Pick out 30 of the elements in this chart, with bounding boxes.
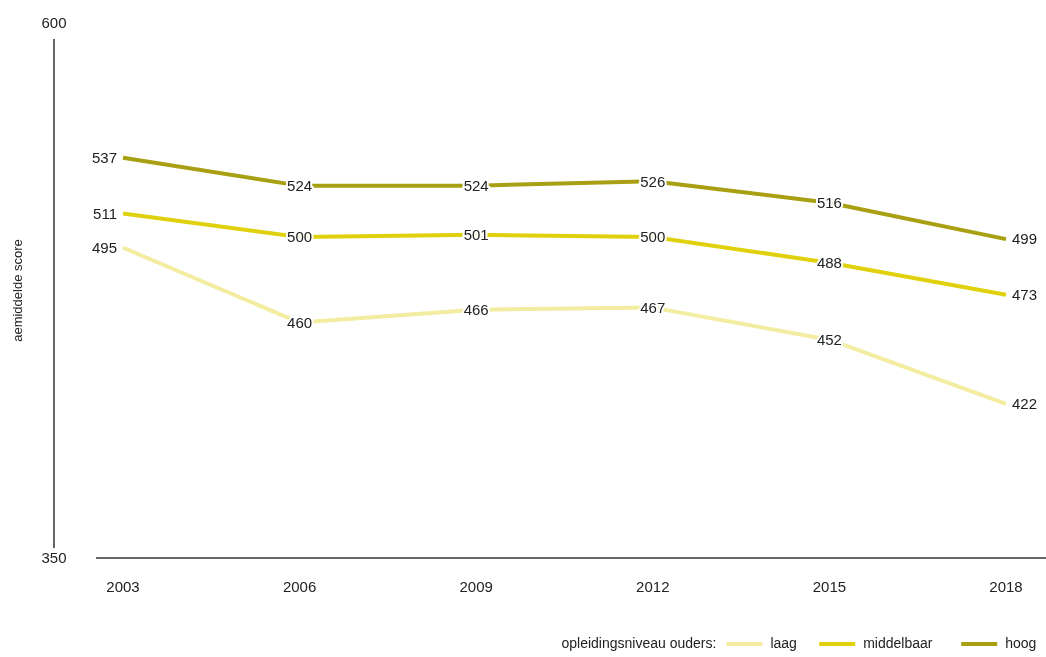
data-label: 466 bbox=[463, 301, 489, 319]
data-label: 499 bbox=[1012, 230, 1038, 248]
x-tick-label: 2006 bbox=[282, 578, 317, 595]
x-tick-label: 2009 bbox=[459, 578, 493, 595]
y-axis-title: aemiddelde score bbox=[10, 239, 25, 342]
data-label: 524 bbox=[463, 176, 489, 194]
data-label: 524 bbox=[287, 176, 313, 194]
y-tick-label: 350 bbox=[41, 549, 67, 567]
legend-label: laag bbox=[770, 635, 797, 651]
legend-label: middelbaar bbox=[863, 635, 933, 651]
x-tick-label: 2018 bbox=[989, 578, 1023, 595]
x-tick-label: 2003 bbox=[106, 578, 140, 595]
data-label: 537 bbox=[91, 149, 117, 167]
legend-title: opleidingsniveau ouders: bbox=[561, 635, 717, 651]
data-label: 516 bbox=[816, 194, 842, 212]
line-series bbox=[121, 245, 1008, 406]
data-label: 467 bbox=[640, 298, 666, 316]
data-label: 526 bbox=[640, 172, 666, 190]
data-label: 460 bbox=[287, 313, 313, 331]
data-label: 495 bbox=[91, 238, 117, 256]
data-label: 511 bbox=[93, 204, 117, 222]
data-label: 452 bbox=[816, 330, 842, 348]
data-label: 473 bbox=[1012, 286, 1038, 304]
line-series bbox=[121, 155, 1008, 242]
line-series bbox=[121, 211, 1008, 297]
data-label: 422 bbox=[1012, 395, 1038, 413]
x-tick-label: 2015 bbox=[812, 578, 847, 595]
legend-label: hoog bbox=[1005, 635, 1037, 651]
y-tick-label: 600 bbox=[41, 14, 67, 32]
x-tick-label: 2012 bbox=[636, 578, 670, 595]
